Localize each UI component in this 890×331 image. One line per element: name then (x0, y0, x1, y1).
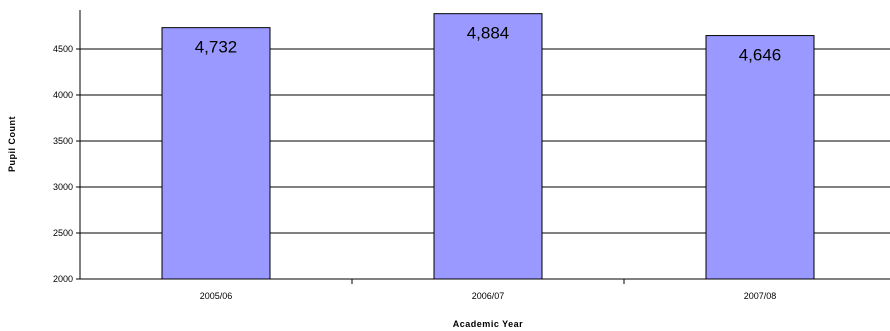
y-tick-label: 2000 (53, 274, 73, 284)
x-axis-title: Academic Year (453, 319, 523, 329)
y-tick-label: 2500 (53, 228, 73, 238)
data-labels: 4,732 4,884 4,646 (195, 24, 782, 65)
x-tick-label: 2005/06 (200, 291, 233, 301)
y-tick-label: 4000 (53, 90, 73, 100)
y-tick-label: 3000 (53, 182, 73, 192)
bar-2005-06 (161, 27, 271, 280)
y-axis-title: Pupil Count (7, 116, 17, 172)
data-label: 4,884 (467, 24, 510, 43)
y-tick-label: 3500 (53, 136, 73, 146)
y-ticks: 2000 2500 3000 3500 4000 4500 (53, 44, 80, 284)
axes (79, 10, 890, 280)
x-tick-label: 2007/08 (744, 291, 777, 301)
y-tick-label: 4500 (53, 44, 73, 54)
x-tick-label: 2006/07 (472, 291, 505, 301)
data-label: 4,732 (195, 38, 238, 57)
bar-2007-08 (705, 35, 815, 280)
bars (161, 13, 815, 280)
x-ticks: 2005/06 2006/07 2007/08 (200, 279, 777, 301)
bar-2006-07 (433, 13, 543, 280)
data-label: 4,646 (739, 46, 782, 65)
